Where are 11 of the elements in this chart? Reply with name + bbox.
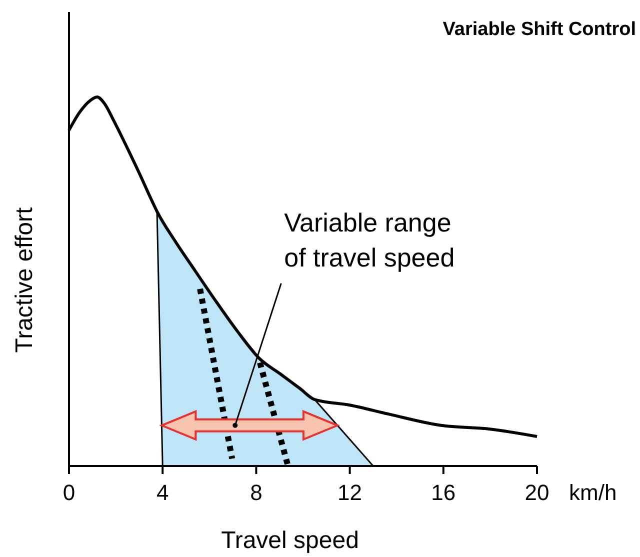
y-axis-title: Tractive effort xyxy=(11,206,38,353)
x-tick-label: 8 xyxy=(250,480,262,505)
x-tick-label: 20 xyxy=(524,480,550,505)
x-tick-label: 12 xyxy=(338,480,362,505)
x-tick-label: 16 xyxy=(431,480,456,505)
x-tick-label: 4 xyxy=(156,480,169,505)
annotation: Variable range of travel speed xyxy=(284,207,455,272)
text: km/h xyxy=(569,480,617,505)
x-axis-title: Travel speed xyxy=(221,527,359,554)
x-tick-label: 0 xyxy=(62,480,76,505)
chart-title: Variable Shift Control xyxy=(442,19,636,40)
